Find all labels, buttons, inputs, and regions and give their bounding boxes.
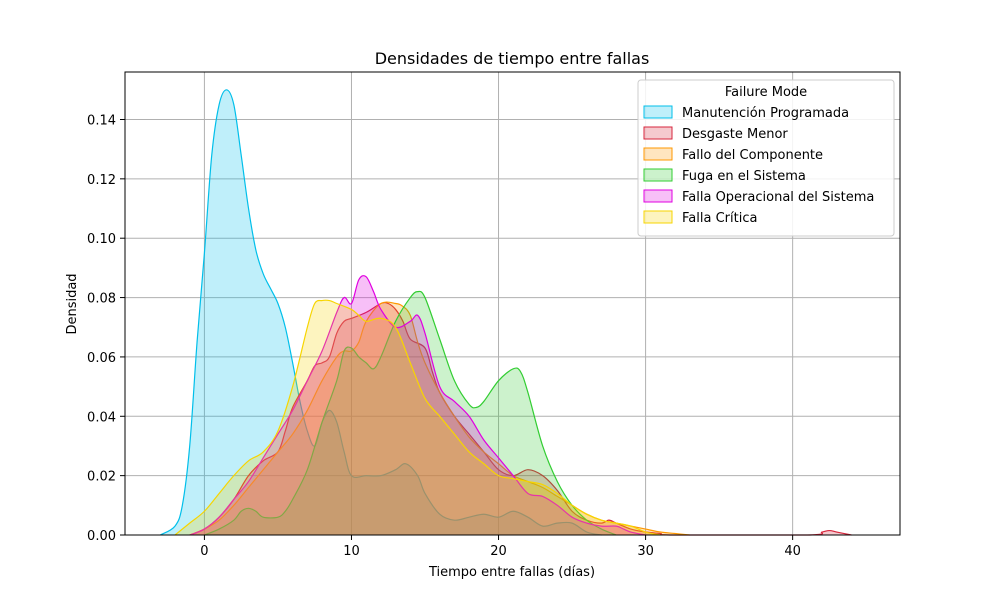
series-6: [174, 299, 661, 536]
legend-swatch: [643, 210, 673, 224]
x-axis: 0 10 20 30 40: [200, 535, 801, 559]
chart-title: Densidades de tiempo entre fallas: [375, 49, 650, 68]
legend-swatch: [643, 147, 673, 161]
legend-item: Falla Crítica: [643, 210, 757, 226]
legend-item: Manutención Programada: [643, 105, 849, 121]
legend-item: Falla Operacional del Sistema: [643, 189, 874, 205]
series-line: [189, 275, 646, 536]
series-5: [189, 275, 646, 536]
legend-label: Falla Crítica: [682, 211, 757, 226]
plot-frame: [124, 71, 901, 536]
legend-swatch: [643, 126, 673, 140]
legend-swatch: [643, 105, 673, 119]
series-4: [204, 290, 617, 536]
legend-swatch: [643, 189, 673, 203]
series-line: [204, 290, 617, 536]
x-tick-label: 20: [490, 544, 507, 559]
legend-label: Fallo del Componente: [682, 148, 823, 163]
legend-items: Manutención Programada Desgaste Menor Fall…: [643, 105, 874, 226]
series-area: [175, 300, 661, 535]
legend: Failure Mode Manutención Programada Desga…: [637, 79, 895, 237]
series-2: [189, 301, 852, 536]
series-area: [189, 302, 690, 535]
y-tick-label: 0.10: [87, 232, 116, 247]
series-area: [204, 291, 617, 535]
y-tick-label: 0.00: [87, 529, 116, 544]
y-tick-label: 0.08: [87, 292, 116, 307]
legend-label: Fuga en el Sistema: [682, 169, 806, 184]
legend-label: Desgaste Menor: [682, 127, 788, 142]
y-tick-label: 0.02: [87, 470, 116, 485]
y-tick-label: 0.04: [87, 410, 116, 425]
legend-item: Fallo del Componente: [643, 147, 823, 163]
y-tick-label: 0.14: [87, 113, 116, 128]
legend-item: Fuga en el Sistema: [643, 168, 806, 184]
y-tick-label: 0.06: [87, 351, 116, 366]
series-area: [189, 275, 646, 535]
legend-box: [637, 79, 895, 237]
x-tick-label: 40: [784, 544, 801, 559]
legend-item: Desgaste Menor: [643, 126, 788, 142]
legend-label: Manutención Programada: [682, 106, 849, 121]
x-tick-label: 30: [637, 544, 654, 559]
legend-label: Falla Operacional del Sistema: [682, 190, 874, 205]
series-line: [174, 299, 661, 536]
series-area: [189, 302, 852, 535]
x-axis-title: Tiempo entre fallas (días): [428, 565, 595, 580]
legend-title: Failure Mode: [725, 85, 807, 100]
x-tick-label: 0: [200, 544, 208, 559]
series-layer: [159, 89, 852, 536]
y-axis-title: Densidad: [65, 273, 80, 334]
series-area: [160, 89, 602, 535]
legend-swatch: [643, 168, 673, 182]
x-tick-label: 10: [343, 544, 360, 559]
series-line: [189, 301, 852, 536]
y-axis: 0.00 0.02 0.04 0.06 0.08 0.10 0.12 0.14: [87, 113, 125, 544]
y-tick-label: 0.12: [87, 173, 116, 188]
